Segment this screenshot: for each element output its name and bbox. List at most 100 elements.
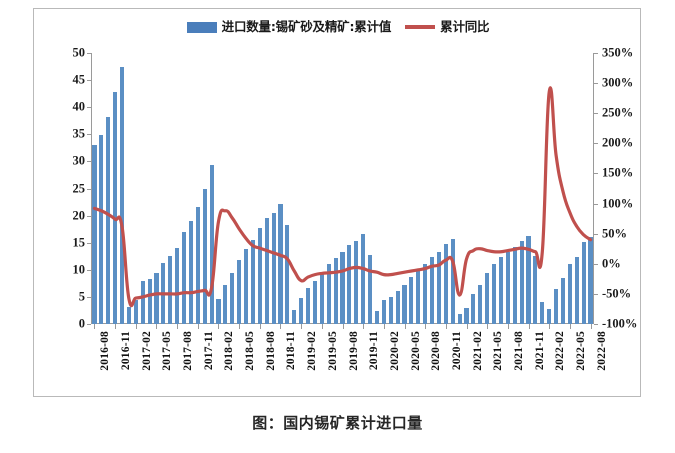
bar (230, 272, 235, 324)
bar (271, 212, 276, 324)
legend-label-line-series: 累计同比 (440, 19, 490, 34)
bar (395, 291, 400, 324)
bar (436, 252, 442, 324)
y-axis-left-tick (87, 161, 91, 163)
legend-line-swatch-icon (405, 25, 436, 30)
bar (581, 241, 586, 324)
bar (250, 240, 255, 324)
x-axis-tick-label: 2019-08 (347, 331, 360, 371)
bar (498, 256, 504, 324)
cumulative-yoy-line (92, 86, 593, 308)
bar (168, 256, 173, 324)
bar (367, 254, 373, 324)
bar (374, 311, 379, 324)
y-axis-left-tick-label: 40 (72, 99, 86, 114)
y-axis-right-tick (594, 233, 598, 235)
x-axis-tick-label: 2019-11 (368, 331, 381, 371)
x-axis-tick (528, 324, 530, 329)
y-axis-right (593, 53, 594, 324)
x-axis-tick-label: 2021-11 (533, 331, 546, 371)
bar (402, 284, 407, 324)
bar (216, 298, 221, 324)
x-axis-tick-label: 2016-08 (99, 331, 112, 371)
x-axis-tick-label: 2021-05 (492, 331, 505, 371)
plot-area: 0 5 10 15 20 25 30 35 40 45 50 -100% -50% 0% 50% 100% 1… (73, 46, 638, 371)
bar (188, 221, 193, 324)
y-axis-left-tick (87, 53, 91, 54)
bar (567, 264, 572, 324)
bar (299, 297, 304, 324)
y-axis-left-tick-label: 50 (72, 45, 86, 60)
y-axis-right-tick (594, 324, 598, 325)
y-axis-left-tick (87, 188, 91, 190)
x-axis-tick-label: 2021-02 (471, 331, 484, 371)
x-axis-tick-label: 2020-02 (388, 331, 401, 371)
x-axis-tick-label: 2017-05 (161, 331, 174, 371)
bar (340, 251, 345, 324)
bar (457, 314, 462, 324)
bar (574, 257, 579, 324)
bar (554, 288, 559, 324)
y-axis-left-tick (87, 80, 91, 82)
x-axis-tick-label: 2020-05 (409, 331, 422, 371)
x-axis-tick-label: 2021-08 (512, 331, 525, 371)
bar (126, 306, 131, 324)
bar (450, 238, 455, 324)
legend-item-line-series: 累计同比 (405, 19, 490, 34)
y-axis-left-tick-label: 0 (78, 316, 85, 331)
x-axis-tick (94, 324, 96, 329)
bar (257, 227, 262, 324)
y-axis-left-tick-label: 35 (72, 126, 86, 141)
bar (154, 272, 159, 324)
bar (147, 279, 152, 324)
bar (264, 218, 269, 324)
bar (588, 237, 593, 324)
x-axis-tick-label: 2022-02 (554, 331, 567, 371)
x-axis-tick-label: 2016-11 (120, 331, 133, 371)
legend-item-bar-series: 进口数量:锡矿砂及精矿:累计值 (186, 20, 391, 34)
bar (92, 145, 97, 324)
x-axis-tick (590, 324, 592, 329)
bar (237, 260, 242, 324)
x-axis-tick-label: 2018-08 (264, 331, 277, 371)
bar (416, 270, 421, 324)
bar (430, 257, 435, 324)
bar (533, 256, 538, 324)
bar (285, 224, 290, 324)
y-axis-right-tick-label: 0% (602, 256, 621, 271)
x-axis-tick (321, 324, 323, 329)
chart-legend: 进口数量:锡矿砂及精矿:累计值 累计同比 (34, 19, 642, 34)
y-axis-left-tick-label: 30 (72, 153, 86, 168)
x-axis-tick (301, 324, 303, 329)
bar (471, 293, 476, 324)
y-axis-right-tick-label: 150% (602, 165, 634, 180)
y-axis-right-tick (594, 203, 598, 205)
y-axis-right-tick-label: 100% (602, 196, 634, 211)
x-axis-tick-label: 2019-05 (326, 331, 339, 371)
bar (560, 277, 566, 324)
x-axis-tick (259, 324, 261, 329)
bar (175, 248, 180, 324)
y-axis-left-tick-label: 15 (72, 235, 86, 250)
y-axis-left (91, 53, 92, 324)
y-axis-right-tick-label: 250% (602, 105, 634, 120)
bar (181, 231, 187, 324)
x-axis-tick (135, 324, 137, 329)
y-axis-left-tick (87, 324, 91, 325)
x-axis-tick (383, 324, 385, 329)
bar (133, 299, 138, 324)
bar (119, 67, 125, 324)
y-axis-right-tick-label: -50% (602, 286, 632, 301)
x-axis-tick (280, 324, 282, 329)
bar (485, 273, 490, 324)
x-axis-tick (197, 324, 199, 329)
bar (278, 203, 283, 324)
y-axis-right-tick (594, 113, 598, 115)
bar (512, 247, 517, 324)
y-axis-left-tick-label: 45 (72, 72, 86, 87)
x-axis-tick-label: 2022-08 (595, 331, 608, 371)
line-series-group (92, 86, 593, 308)
x-axis-tick-label: 2018-11 (285, 331, 298, 371)
x-axis-tick (569, 324, 571, 329)
